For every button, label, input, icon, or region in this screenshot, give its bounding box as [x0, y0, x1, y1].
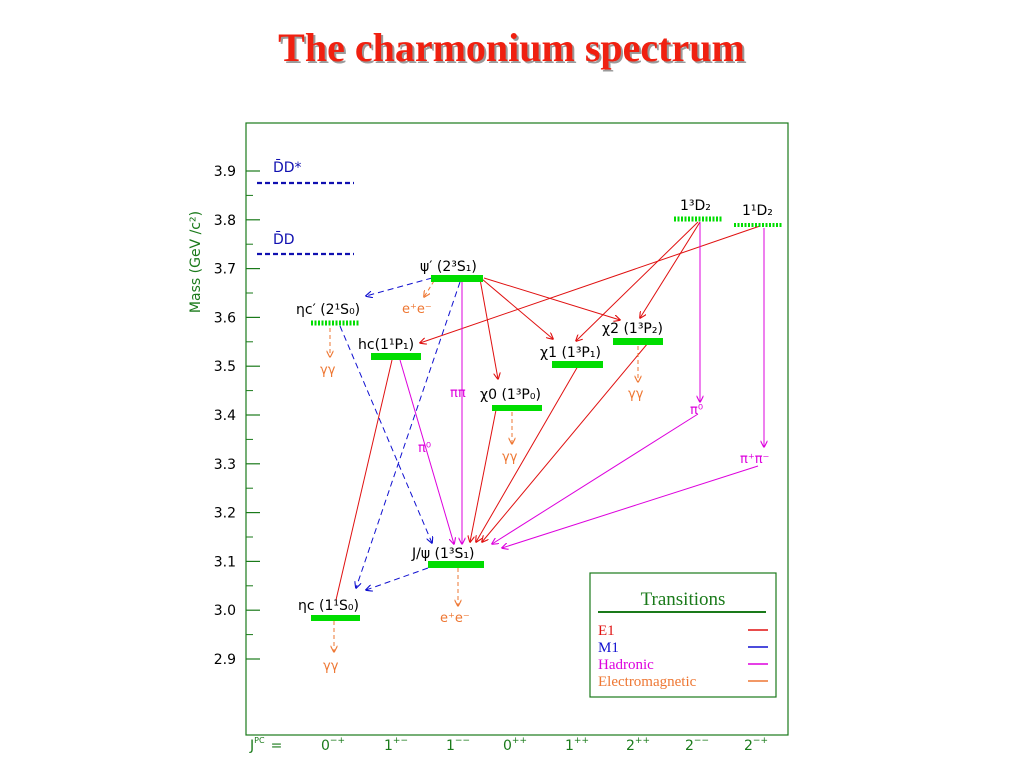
- jpc-value: 2−−: [685, 736, 709, 754]
- y-axis-label: Mass (GeV /c²): [188, 211, 204, 313]
- levels: [311, 216, 783, 621]
- decay-label-chi2-gg: γγ: [628, 387, 644, 402]
- jpc-value: 1++: [565, 736, 589, 754]
- jpc-value: 1−−: [446, 736, 470, 754]
- state-label-hc: hc(1¹P₁): [358, 337, 414, 353]
- page-title: The charmonium spectrum: [278, 25, 745, 70]
- legend-item-label: Hadronic: [598, 657, 654, 673]
- e1-hc-to-etac: [335, 359, 393, 601]
- state-label-etac2: ηc′ (2¹S₀): [296, 302, 360, 318]
- decay-label-hc-pi0: π⁰: [418, 441, 431, 456]
- decay-label-pipi: ππ: [450, 386, 466, 401]
- had-pi0-to-jpsi: [492, 413, 699, 544]
- decay-label-pipm: π⁺π⁻: [740, 452, 769, 467]
- y-tick-label: 2.9: [214, 652, 236, 668]
- e1-d13-to-chi1: [576, 221, 699, 341]
- decay-label-d13-pi0: π⁰: [690, 403, 703, 418]
- had-hc-to-jpsi: [399, 359, 454, 544]
- hadronic-transitions: [399, 222, 764, 548]
- state-label-chi2: χ2 (1³P₂): [602, 321, 663, 337]
- level-hc: [371, 353, 421, 360]
- state-label-etac: ηc (1¹S₀): [298, 598, 359, 614]
- y-tick-label: 3.4: [214, 408, 236, 424]
- e1-chi0-to-jpsi: [470, 409, 497, 542]
- y-tick-label: 3.0: [214, 603, 236, 619]
- state-label-psi2: ψ′ (2³S₁): [420, 259, 477, 275]
- level-chi0: [492, 405, 542, 411]
- e1-transitions: [335, 221, 761, 601]
- plot-frame: [245, 122, 789, 736]
- legend-item-label: E1: [598, 623, 615, 639]
- e1-d13-to-chi2: [640, 221, 701, 318]
- level-jpsi: [428, 561, 484, 568]
- decay-label-chi0-gg: γγ: [502, 450, 518, 465]
- jpc-value: 0−+: [321, 736, 345, 754]
- threshold-label-dd: D̄D: [273, 230, 295, 248]
- m1-transitions: [339, 277, 461, 590]
- y-tick-label: 3.7: [214, 262, 236, 278]
- state-label-d13: 1³D₂: [680, 198, 711, 214]
- jpc-value: 0++: [503, 736, 527, 754]
- jpc-label: JPC =: [249, 736, 282, 754]
- m1-psi2-to-etac2: [366, 277, 433, 296]
- state-label-jpsi: J/ψ (1³S₁): [411, 546, 474, 562]
- y-axis: 2.9 3.0 3.1 3.2 3.3 3.4 3.5 3.6 3.7 3.8 3.9: [214, 164, 260, 668]
- decay-label-psi2-ee: e⁺e⁻: [402, 302, 432, 317]
- m1-jpsi-to-etac: [366, 567, 429, 590]
- e1-psi2-to-chi0: [479, 278, 498, 379]
- level-etac: [311, 615, 360, 621]
- e1-d11-to-hc: [420, 225, 761, 343]
- level-psi2: [431, 275, 483, 282]
- jpc-value: 1+−: [384, 736, 408, 754]
- y-tick-label: 3.5: [214, 359, 236, 375]
- legend-item-label: M1: [598, 640, 619, 656]
- em-psi2-to-ee: [424, 280, 435, 297]
- state-label-chi0: χ0 (1³P₀): [480, 387, 541, 403]
- state-label-d11: 1¹D₂: [742, 203, 773, 219]
- decay-label-jpsi-ee: e⁺e⁻: [440, 611, 470, 626]
- legend-box: [589, 572, 777, 698]
- y-tick-label: 3.8: [214, 213, 236, 229]
- y-tick-label: 3.3: [214, 457, 236, 473]
- had-pipm-to-jpsi: [502, 465, 759, 548]
- y-tick-label: 3.1: [214, 554, 236, 570]
- decay-label-etac2-gg: γγ: [320, 363, 336, 378]
- legend-item-label: Electromagnetic: [598, 674, 697, 690]
- e1-chi1-to-jpsi: [476, 365, 579, 542]
- jpc-value: 2−+: [744, 736, 768, 754]
- y-tick-label: 3.6: [214, 310, 236, 326]
- y-tick-label: 3.9: [214, 164, 236, 180]
- level-chi2: [613, 338, 663, 345]
- jpc-value: 2++: [626, 736, 650, 754]
- threshold-label-dd-star: D̄D*: [273, 158, 302, 176]
- level-chi1: [552, 361, 603, 368]
- em-transitions: [330, 280, 638, 652]
- legend-title: Transitions: [641, 589, 726, 610]
- y-tick-label: 3.2: [214, 506, 236, 522]
- decay-label-etac-gg: γγ: [323, 659, 339, 674]
- e1-psi2-to-chi2: [483, 277, 620, 320]
- jpc-row: JPC = 0−+ 1+− 1−− 0++ 1++ 2++ 2−− 2−+: [249, 736, 768, 754]
- e1-chi2-to-jpsi: [482, 342, 649, 542]
- m1-psi2-to-etac: [356, 281, 461, 588]
- state-label-chi1: χ1 (1³P₁): [540, 345, 601, 361]
